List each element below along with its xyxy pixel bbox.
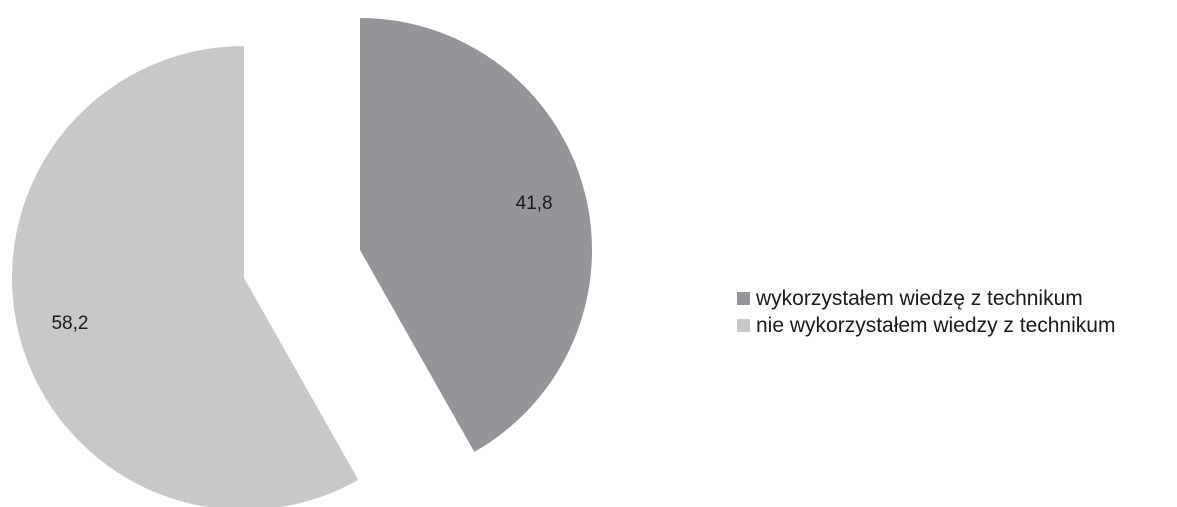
data-label-used-knowledge: 41,8	[516, 193, 553, 214]
legend-swatch-not-used-knowledge	[737, 319, 750, 332]
data-label-not-used-knowledge: 58,2	[51, 313, 88, 334]
legend-swatch-used-knowledge	[737, 292, 750, 305]
pie-slice-used-knowledge	[360, 18, 593, 452]
legend-item-used-knowledge: wykorzystałem wiedzę z technikum	[737, 285, 1115, 312]
pie-slices	[12, 18, 593, 507]
legend-item-not-used-knowledge: nie wykorzystałem wiedzy z technikum	[737, 312, 1115, 339]
pie-data-labels: 41,8 58,2	[51, 193, 552, 334]
pie-slice-not-used-knowledge	[12, 46, 359, 507]
legend-label-not-used-knowledge: nie wykorzystałem wiedzy z technikum	[756, 314, 1116, 337]
legend: wykorzystałem wiedzę z technikum nie wyk…	[737, 285, 1115, 339]
legend-label-used-knowledge: wykorzystałem wiedzę z technikum	[756, 287, 1083, 310]
